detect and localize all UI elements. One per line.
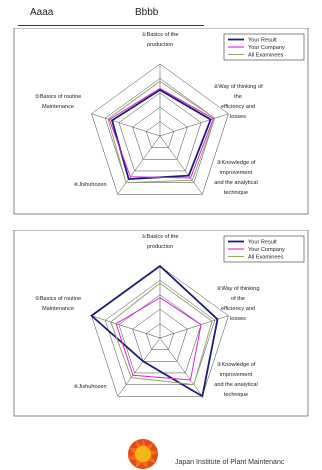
grid-ring-1 xyxy=(146,121,174,148)
grid-ring-2 xyxy=(132,308,188,362)
axis-spoke-5 xyxy=(91,113,161,137)
grid-ring-5 xyxy=(91,63,229,195)
axis-spoke-4 xyxy=(117,135,161,195)
series-all-examinees xyxy=(110,282,213,386)
grid-ring-4 xyxy=(104,280,216,385)
radar-chart-1: ①Basics of the production ②Way of thinking… xyxy=(0,28,322,228)
axis-label-1: ①Basics of the production xyxy=(141,31,178,48)
axis-label-3: ③Knowledge of improvement and the analytic… xyxy=(214,361,258,398)
series-your-company xyxy=(115,297,202,381)
examinee-name: Aaaa xyxy=(30,7,54,18)
axis-label-2: ②Way of thinking of the efficiency and loss… xyxy=(216,285,259,322)
axis-spoke-3 xyxy=(159,337,203,397)
legend-box xyxy=(223,33,305,61)
axis-spoke-5 xyxy=(91,315,161,339)
legend-label-2: Your Company xyxy=(248,45,285,51)
jipm-logo xyxy=(128,439,158,469)
legend-label-2: Your Company xyxy=(248,247,285,253)
company-name: Bbbb xyxy=(135,7,159,18)
axis-label-3: ③Knowledge of improvement and the analytic… xyxy=(214,159,258,196)
axis-spoke-3 xyxy=(159,135,203,195)
legend-label-3: All Examinees xyxy=(248,255,284,261)
axis-label-4: ④Jishuhozen xyxy=(73,383,106,390)
radar-chart-1-svg: ①Basics of the production ②Way of thinking… xyxy=(13,28,309,215)
axis-spoke-2 xyxy=(159,113,229,137)
legend-label-1: Your Result xyxy=(248,240,277,246)
report-header: Aaaa Bbbb xyxy=(0,0,322,30)
chart-frame xyxy=(13,230,309,417)
legend-label-3: All Examinees xyxy=(248,53,284,59)
header-rule xyxy=(18,25,204,26)
grid-ring-1 xyxy=(146,323,174,350)
series-your-result xyxy=(111,88,212,181)
series-your-company xyxy=(108,87,215,179)
axis-label-5: ⑤Basics of routine Maintenance xyxy=(35,295,81,312)
axis-label-2: ②Way of thinking of the efficiency and loss… xyxy=(213,83,263,120)
axis-spoke-4 xyxy=(117,337,161,397)
axis-label-1: ①Basics of the production xyxy=(141,233,178,250)
radar-chart-2-svg: ①Basics of the production ②Way of thinking… xyxy=(13,230,309,417)
legend-label-1: Your Result xyxy=(248,38,277,44)
grid-ring-3 xyxy=(118,92,202,172)
radar-chart-2: ①Basics of the production ②Way of thinking… xyxy=(0,230,322,430)
axis-label-5: ⑤Basics of routine Maintenance xyxy=(35,93,81,110)
series-all-examinees xyxy=(107,80,216,184)
organization-name: Japan Institute of Plant Maintenanc xyxy=(175,459,285,466)
chart-frame xyxy=(13,28,309,215)
axis-label-4: ④Jishuhozen xyxy=(73,181,106,188)
footer: Japan Institute of Plant Maintenanc xyxy=(0,438,322,470)
grid-ring-2 xyxy=(132,106,188,160)
